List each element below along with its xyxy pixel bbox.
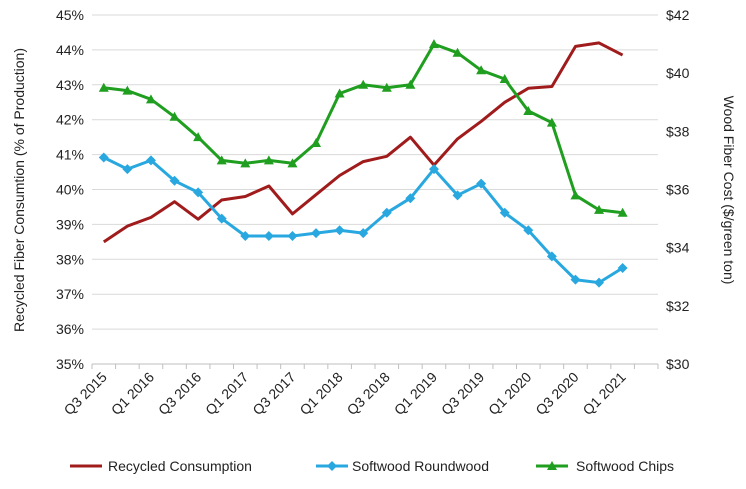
- y-right-tick-label: $30: [666, 356, 690, 372]
- y-left-tick-label: 38%: [56, 251, 84, 267]
- series-recycled-consumption: [102, 41, 624, 244]
- data-point: [381, 207, 392, 218]
- y-right-tick-label: $36: [666, 182, 690, 198]
- data-point: [546, 117, 557, 127]
- data-point: [145, 155, 156, 166]
- data-point: [476, 65, 487, 75]
- data-point: [452, 190, 463, 201]
- data-point: [193, 132, 204, 142]
- y-left-tick-label: 44%: [56, 42, 84, 58]
- legend: Recycled Consumption Softwood Roundwood So…: [70, 458, 674, 474]
- data-point: [240, 231, 251, 242]
- legend-item: Recycled Consumption: [70, 458, 252, 474]
- y-axis-left-title: Recycled Fiber Consumtion (% of Producti…: [11, 48, 27, 332]
- x-tick-label: Q1 2021: [579, 369, 628, 418]
- data-point: [287, 231, 298, 242]
- data-point: [122, 164, 133, 175]
- data-point: [452, 47, 463, 57]
- x-tick-label: Q1 2018: [296, 369, 345, 418]
- data-point: [263, 155, 274, 165]
- legend-marker: [547, 461, 557, 470]
- data-point: [617, 263, 628, 274]
- data-point: [287, 158, 298, 168]
- data-point: [145, 94, 156, 104]
- data-point: [523, 225, 534, 236]
- legend-marker: [327, 461, 337, 471]
- x-tick-label: Q3 2018: [344, 369, 393, 418]
- data-point: [594, 204, 605, 214]
- y-right-tick-label: $38: [666, 123, 690, 139]
- y-left-tick-label: 37%: [56, 286, 84, 302]
- y-left-tick-label: 43%: [56, 77, 84, 93]
- data-point: [169, 175, 180, 186]
- x-tick-label: Q1 2017: [202, 369, 251, 418]
- data-point: [381, 82, 392, 92]
- data-point: [523, 105, 534, 115]
- y-left-tick-label: 45%: [56, 7, 84, 23]
- series-layer: [98, 39, 628, 288]
- data-point: [476, 178, 487, 189]
- legend-label: Softwood Roundwood: [352, 458, 489, 474]
- data-point: [405, 193, 416, 204]
- data-point: [428, 164, 439, 175]
- data-point: [216, 155, 227, 165]
- data-point: [122, 85, 133, 95]
- legend-label: Recycled Consumption: [108, 458, 252, 474]
- data-point: [405, 79, 416, 89]
- y-left-tick-label: 35%: [56, 356, 84, 372]
- data-point: [311, 228, 322, 239]
- y-right-tick-label: $42: [666, 7, 690, 23]
- data-point: [169, 111, 180, 121]
- data-point: [617, 207, 628, 217]
- data-point: [428, 39, 439, 49]
- data-point: [358, 79, 369, 89]
- data-point: [499, 73, 510, 83]
- y-right-tick-label: $34: [666, 240, 690, 256]
- x-tick-label: Q3 2020: [532, 369, 581, 418]
- data-point: [570, 190, 581, 200]
- data-point: [594, 277, 605, 288]
- series-softwood-chips: [98, 39, 628, 217]
- y-left-tick-label: 39%: [56, 216, 84, 232]
- x-tick-label: Q3 2019: [438, 369, 487, 418]
- x-tick-label: Q1 2016: [108, 369, 157, 418]
- data-point: [263, 231, 274, 242]
- legend-item: Softwood Roundwood: [316, 458, 489, 474]
- left-axis: 35% 36% 37% 38% 39% 40% 41% 42% 43% 44% 45%: [56, 7, 84, 372]
- x-tick-label: Q3 2017: [249, 369, 298, 418]
- y-right-tick-label: $40: [666, 65, 690, 81]
- y-left-tick-label: 42%: [56, 112, 84, 128]
- series-line: [102, 41, 624, 244]
- series-line: [103, 156, 624, 285]
- series-softwood-roundwood: [98, 152, 628, 288]
- y-right-tick-label: $32: [666, 298, 690, 314]
- legend-label: Softwood Chips: [576, 458, 674, 474]
- right-axis: $30 $32 $34 $36 $38 $40 $42: [666, 7, 690, 372]
- data-point: [98, 152, 109, 163]
- x-tick-label: Q1 2020: [485, 369, 534, 418]
- data-point: [570, 274, 581, 285]
- data-point: [216, 213, 227, 224]
- data-point: [98, 82, 109, 92]
- y-left-tick-label: 41%: [56, 147, 84, 163]
- data-point: [311, 137, 322, 147]
- data-point: [546, 251, 557, 262]
- y-left-tick-label: 40%: [56, 182, 84, 198]
- data-point: [193, 187, 204, 198]
- y-left-tick-label: 36%: [56, 321, 84, 337]
- series-line: [103, 42, 623, 215]
- x-tick-label: Q1 2019: [391, 369, 440, 418]
- data-point: [358, 228, 369, 239]
- y-axis-right-title: Wood Fiber Cost ($/green ton): [721, 96, 737, 285]
- data-point: [240, 158, 251, 168]
- data-point: [334, 225, 345, 236]
- legend-item: Softwood Chips: [536, 458, 674, 474]
- data-point: [334, 88, 345, 98]
- x-tick-label: Q3 2015: [61, 369, 110, 418]
- data-point: [499, 207, 510, 218]
- x-tick-label: Q3 2016: [155, 369, 204, 418]
